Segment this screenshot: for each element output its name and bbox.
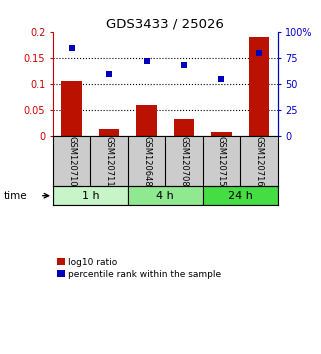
Point — [181, 63, 187, 68]
Text: GSM120710: GSM120710 — [67, 136, 76, 187]
Bar — [99, 129, 119, 137]
Bar — [249, 37, 269, 137]
Bar — [128, 186, 203, 205]
Bar — [53, 186, 128, 205]
Title: GDS3433 / 25026: GDS3433 / 25026 — [106, 18, 224, 31]
Text: 24 h: 24 h — [228, 191, 253, 201]
Point — [256, 50, 262, 56]
Bar — [136, 105, 157, 137]
Bar — [203, 186, 278, 205]
Point — [144, 58, 149, 64]
Text: GSM120708: GSM120708 — [179, 136, 188, 187]
Text: GSM120715: GSM120715 — [217, 136, 226, 187]
Point — [69, 45, 74, 50]
Point — [107, 71, 112, 76]
Legend: log10 ratio, percentile rank within the sample: log10 ratio, percentile rank within the … — [57, 258, 221, 279]
Point — [219, 76, 224, 82]
Text: time: time — [3, 191, 27, 201]
Bar — [174, 119, 194, 137]
Bar — [61, 81, 82, 137]
Text: 1 h: 1 h — [82, 191, 99, 201]
Bar — [211, 132, 232, 137]
Text: 4 h: 4 h — [156, 191, 174, 201]
Text: GSM120711: GSM120711 — [105, 136, 114, 187]
Text: GSM120648: GSM120648 — [142, 136, 151, 187]
Text: GSM120716: GSM120716 — [255, 136, 264, 187]
